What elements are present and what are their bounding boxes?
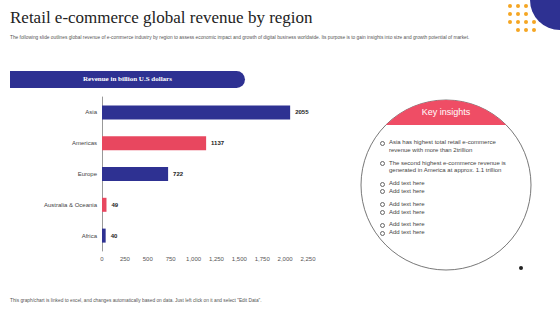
svg-text:40: 40 <box>111 233 118 239</box>
html-text:Revenue in billion U.S dollars: Revenue in billion U.S dollars <box>83 75 172 83</box>
html-text:Retail e-commerce global reven: Retail e-commerce global revenue by regi… <box>10 8 313 27</box>
svg-text:Americas: Americas <box>72 140 97 146</box>
html-text:Add text here: Add text here <box>389 200 425 207</box>
svg-text:1137: 1137 <box>211 140 225 146</box>
svg-text:Africa: Africa <box>82 233 98 239</box>
html-text:Add text here: Add text here <box>389 208 425 215</box>
svg-text:2,000: 2,000 <box>278 256 294 262</box>
html-text:Add text here: Add text here <box>389 180 425 187</box>
svg-text:Europe: Europe <box>78 171 98 177</box>
svg-text:750: 750 <box>166 256 177 262</box>
svg-text:1,500: 1,500 <box>232 256 248 262</box>
svg-text:Australia & Oceania: Australia & Oceania <box>44 202 98 208</box>
svg-text:2055: 2055 <box>295 109 309 115</box>
html-text:Add text here: Add text here <box>389 188 425 194</box>
svg-text:2,250: 2,250 <box>300 256 316 262</box>
svg-text:250: 250 <box>120 256 131 262</box>
html-text:Add text here: Add text here <box>389 229 425 236</box>
html-text:The second highest e-commerce: The second highest e-commerce revenue is… <box>389 159 506 174</box>
svg-text:1,250: 1,250 <box>209 256 225 262</box>
html-text:This graph/chart is linked to: This graph/chart is linked to excel, and… <box>10 298 262 303</box>
html-text:Add text here: Add text here <box>389 221 425 228</box>
html-text:Asia has highest total retail: Asia has highest total retail e-commerce… <box>389 139 496 153</box>
svg-text:722: 722 <box>173 171 184 177</box>
svg-text:1,750: 1,750 <box>255 256 271 262</box>
svg-text:49: 49 <box>111 202 118 208</box>
html-text:Key insights: Key insights <box>421 107 471 117</box>
html-text:The following slide outlines g: The following slide outlines global reve… <box>10 35 470 40</box>
svg-text:Asia: Asia <box>85 109 97 115</box>
svg-text:500: 500 <box>143 256 154 262</box>
svg-text:1,000: 1,000 <box>186 256 202 262</box>
svg-text:0: 0 <box>100 256 104 262</box>
